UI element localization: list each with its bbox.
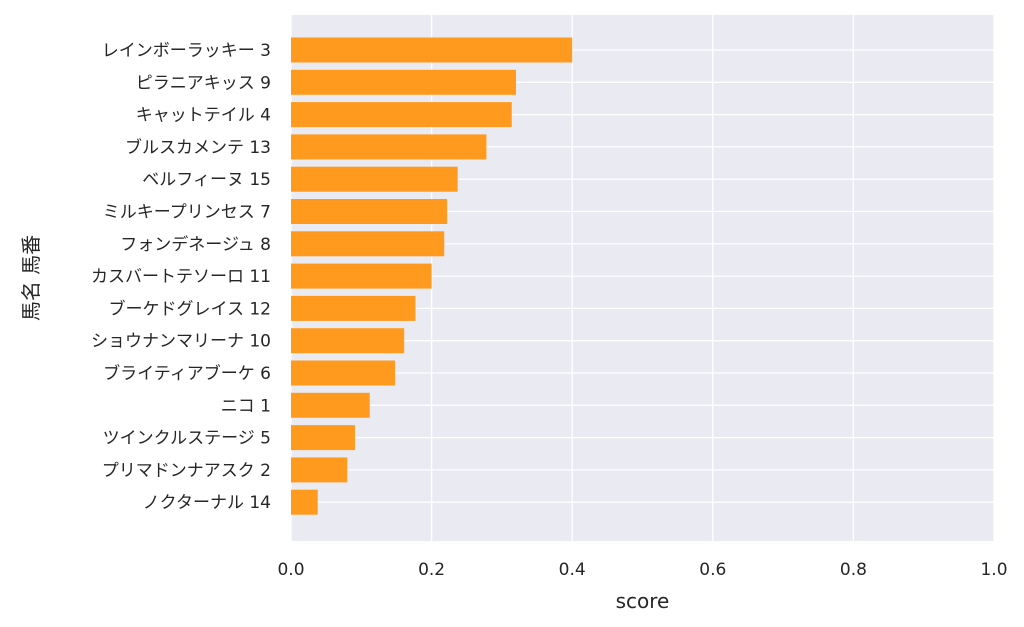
bars xyxy=(291,37,573,515)
bar xyxy=(291,392,370,418)
y-tick-label: ブルスカメンテ 13 xyxy=(125,137,271,158)
bar xyxy=(291,457,348,483)
bar xyxy=(291,360,396,386)
y-tick-label: ベルフィーヌ 15 xyxy=(142,170,271,190)
y-tick-label: レインボーラッキー 3 xyxy=(102,41,271,61)
bar xyxy=(291,102,512,128)
y-tick-label: ツインクルステージ 5 xyxy=(103,429,271,449)
y-tick-label: ブライティアブーケ 6 xyxy=(103,363,271,384)
y-tick-label: ノクターナル 14 xyxy=(143,493,271,513)
bar xyxy=(291,231,445,257)
y-tick-label: ピラニアキッス 9 xyxy=(136,73,271,93)
y-tick-label: キャットテイル 4 xyxy=(136,106,271,126)
y-tick-label: ミルキープリンセス 7 xyxy=(103,203,271,223)
y-tick-label: ショウナンマリーナ 10 xyxy=(91,332,271,352)
bar xyxy=(291,199,448,224)
x-axis-label: score xyxy=(616,589,670,613)
bar xyxy=(291,489,318,515)
y-tick-label: プリマドンナアスク 2 xyxy=(102,461,271,481)
bar xyxy=(291,295,416,321)
x-tick-label: 0.8 xyxy=(840,560,867,580)
y-tick-labels: レインボーラッキー 3 ピラニアキッス 9 キャットテイル 4 ブルスカメンテ 13 ベ… xyxy=(91,41,271,513)
y-axis-label: 馬名 馬番 xyxy=(19,235,43,321)
bar xyxy=(291,263,432,289)
x-tick-label: 0.2 xyxy=(418,560,445,580)
bar xyxy=(291,166,458,192)
bar xyxy=(291,425,355,451)
bar xyxy=(291,37,573,63)
bar xyxy=(291,134,487,160)
bar xyxy=(291,69,516,95)
y-tick-label: ブーケドグレイス 12 xyxy=(108,298,271,319)
x-tick-label: 0.0 xyxy=(277,560,304,580)
x-tick-labels: 0.0 0.2 0.4 0.6 0.8 1.0 xyxy=(277,560,1007,580)
x-tick-label: 0.6 xyxy=(699,560,726,580)
y-tick-label: フォンデネージュ 8 xyxy=(120,234,271,255)
y-tick-label: ニコ 1 xyxy=(221,396,271,416)
y-tick-label: カスバートテソーロ 11 xyxy=(91,267,271,287)
x-tick-label: 1.0 xyxy=(980,560,1007,580)
x-tick-label: 0.4 xyxy=(559,560,586,580)
bar xyxy=(291,328,405,354)
